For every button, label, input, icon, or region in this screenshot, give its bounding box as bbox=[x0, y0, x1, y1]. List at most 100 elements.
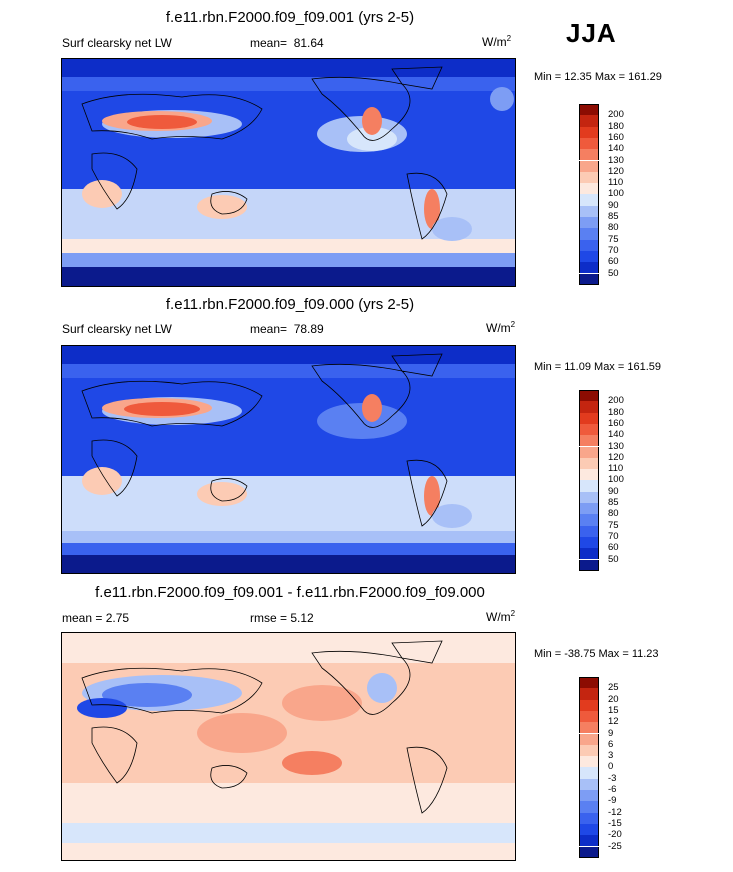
colorbar-swatch bbox=[579, 801, 599, 813]
colorbar-swatch bbox=[579, 677, 599, 689]
colorbar-swatch bbox=[579, 710, 599, 723]
colorbar-swatch bbox=[579, 480, 599, 492]
colorbar-tick-label: 25 bbox=[608, 682, 619, 694]
colorbar-tick-label: 100 bbox=[608, 474, 624, 486]
colorbar-swatch bbox=[579, 812, 599, 824]
colorbar-swatch bbox=[579, 778, 599, 790]
colorbar-tick-label: 80 bbox=[608, 508, 619, 520]
panel1-title: f.e11.rbn.F2000.f09_f09.001 (yrs 2-5) bbox=[165, 9, 415, 26]
colorbar-swatch bbox=[579, 699, 599, 711]
season-label: JJA bbox=[566, 18, 617, 48]
colorbar-swatch bbox=[579, 503, 599, 515]
colorbar-swatch bbox=[579, 457, 599, 470]
colorbar-tick-label: 120 bbox=[608, 165, 624, 177]
colorbar-swatch bbox=[579, 756, 599, 768]
panel1-variable-label: Surf clearsky net LW bbox=[62, 36, 172, 50]
colorbar-tick-label: 6 bbox=[608, 738, 614, 750]
colorbar-tick-label: 80 bbox=[608, 222, 619, 234]
colorbar-swatch bbox=[579, 423, 599, 436]
panel1-mean-label: mean= bbox=[250, 36, 288, 50]
colorbar-tick-label: 180 bbox=[608, 120, 624, 132]
colorbar-tick-label: 140 bbox=[608, 143, 624, 155]
colorbar-tick-label: 180 bbox=[608, 406, 624, 418]
colorbar-tick-label: 130 bbox=[608, 440, 624, 452]
colorbar-swatch bbox=[579, 446, 599, 458]
colorbar-tick-label: 200 bbox=[608, 395, 624, 407]
colorbar-swatch bbox=[579, 688, 599, 700]
colorbar-swatch bbox=[579, 744, 599, 757]
colorbar-swatch bbox=[579, 228, 599, 240]
colorbar-tick-label: 120 bbox=[608, 451, 624, 463]
colorbar-swatch bbox=[579, 149, 599, 161]
colorbar-tick-label: 0 bbox=[608, 761, 614, 773]
panel1-mean: mean= 81.64 bbox=[250, 36, 324, 50]
colorbar-tick-label: -25 bbox=[608, 840, 622, 852]
colorbar-swatch bbox=[579, 160, 599, 172]
colorbar-swatch bbox=[579, 183, 599, 195]
panel1-mean-value: 81.64 bbox=[293, 36, 324, 50]
panel3-units: W/m2 bbox=[486, 609, 516, 624]
panel3-map bbox=[61, 632, 516, 861]
colorbar-tick-label: 130 bbox=[608, 154, 624, 166]
panel3-minmax: Min = -38.75 Max = 11.23 bbox=[534, 648, 659, 660]
colorbar-swatch bbox=[579, 790, 599, 802]
colorbar-swatch bbox=[579, 846, 599, 858]
colorbar-swatch bbox=[579, 273, 599, 285]
colorbar-tick-label: 15 bbox=[608, 704, 619, 716]
colorbar-swatch bbox=[579, 767, 599, 779]
colorbar-tick-label: 9 bbox=[608, 727, 614, 739]
colorbar-swatch bbox=[579, 137, 599, 150]
colorbar-tick-label: 85 bbox=[608, 211, 619, 222]
panel2-units: W/m2 bbox=[486, 320, 516, 335]
colorbar-tick-label: 100 bbox=[608, 188, 624, 200]
colorbar-swatch bbox=[579, 401, 599, 413]
colorbar-tick-label: 70 bbox=[608, 244, 619, 256]
colorbar-tick-label: 160 bbox=[608, 131, 624, 143]
panel2-title: f.e11.rbn.F2000.f09_f09.000 (yrs 2-5) bbox=[165, 296, 415, 313]
colorbar-swatch bbox=[579, 491, 599, 503]
colorbar-tick-label: 90 bbox=[608, 485, 619, 497]
colorbar-tick-label: -3 bbox=[608, 772, 617, 784]
colorbar-swatch bbox=[579, 205, 599, 217]
colorbar-swatch bbox=[579, 469, 599, 481]
colorbar-tick-label: 50 bbox=[608, 553, 619, 565]
colorbar-swatch bbox=[579, 262, 599, 274]
colorbar-swatch bbox=[579, 104, 599, 116]
panel1-units: W/m2 bbox=[482, 34, 512, 49]
colorbar-swatch bbox=[579, 435, 599, 447]
colorbar-swatch bbox=[579, 171, 599, 184]
colorbar-tick-label: 160 bbox=[608, 417, 624, 429]
colorbar-tick-label: 110 bbox=[608, 177, 624, 189]
panel2-mean: mean= 78.89 bbox=[250, 322, 324, 336]
colorbar-tick-label: 90 bbox=[608, 199, 619, 211]
colorbar-swatch bbox=[579, 536, 599, 549]
panel2-variable-label: Surf clearsky net LW bbox=[62, 322, 172, 336]
colorbar-tick-label: 50 bbox=[608, 267, 619, 279]
colorbar-tick-label: 20 bbox=[608, 693, 619, 705]
colorbar-tick-label: 75 bbox=[608, 233, 619, 245]
colorbar-swatch bbox=[579, 412, 599, 424]
panel3-title: f.e11.rbn.F2000.f09_f09.001 - f.e11.rbn.… bbox=[95, 584, 485, 601]
colorbar-swatch bbox=[579, 835, 599, 847]
panel3-mean: mean = 2.75 bbox=[62, 611, 130, 625]
colorbar-swatch bbox=[579, 525, 599, 537]
colorbar-tick-label: 110 bbox=[608, 463, 624, 475]
panel2-mean-value: 78.89 bbox=[293, 322, 324, 336]
colorbar-tick-label: 70 bbox=[608, 530, 619, 542]
panel3-rmse: rmse = 5.12 bbox=[250, 611, 314, 625]
colorbar-tick-label: 85 bbox=[608, 497, 619, 508]
colorbar-swatch bbox=[579, 514, 599, 526]
panel2-map bbox=[61, 345, 516, 574]
colorbar-tick-label: -12 bbox=[608, 806, 622, 818]
colorbar-swatch bbox=[579, 239, 599, 251]
colorbar-tick-label: -20 bbox=[608, 829, 622, 841]
colorbar-tick-label: 60 bbox=[608, 256, 619, 268]
colorbar-tick-label: -15 bbox=[608, 817, 622, 829]
colorbar-tick-label: 75 bbox=[608, 519, 619, 531]
colorbar-tick-label: 3 bbox=[608, 750, 614, 762]
colorbar-swatch bbox=[579, 126, 599, 138]
panel1-minmax: Min = 12.35 Max = 161.29 bbox=[534, 71, 662, 83]
panel1-map bbox=[61, 58, 516, 287]
colorbar-swatch bbox=[579, 194, 599, 206]
colorbar-tick-label: 200 bbox=[608, 109, 624, 121]
